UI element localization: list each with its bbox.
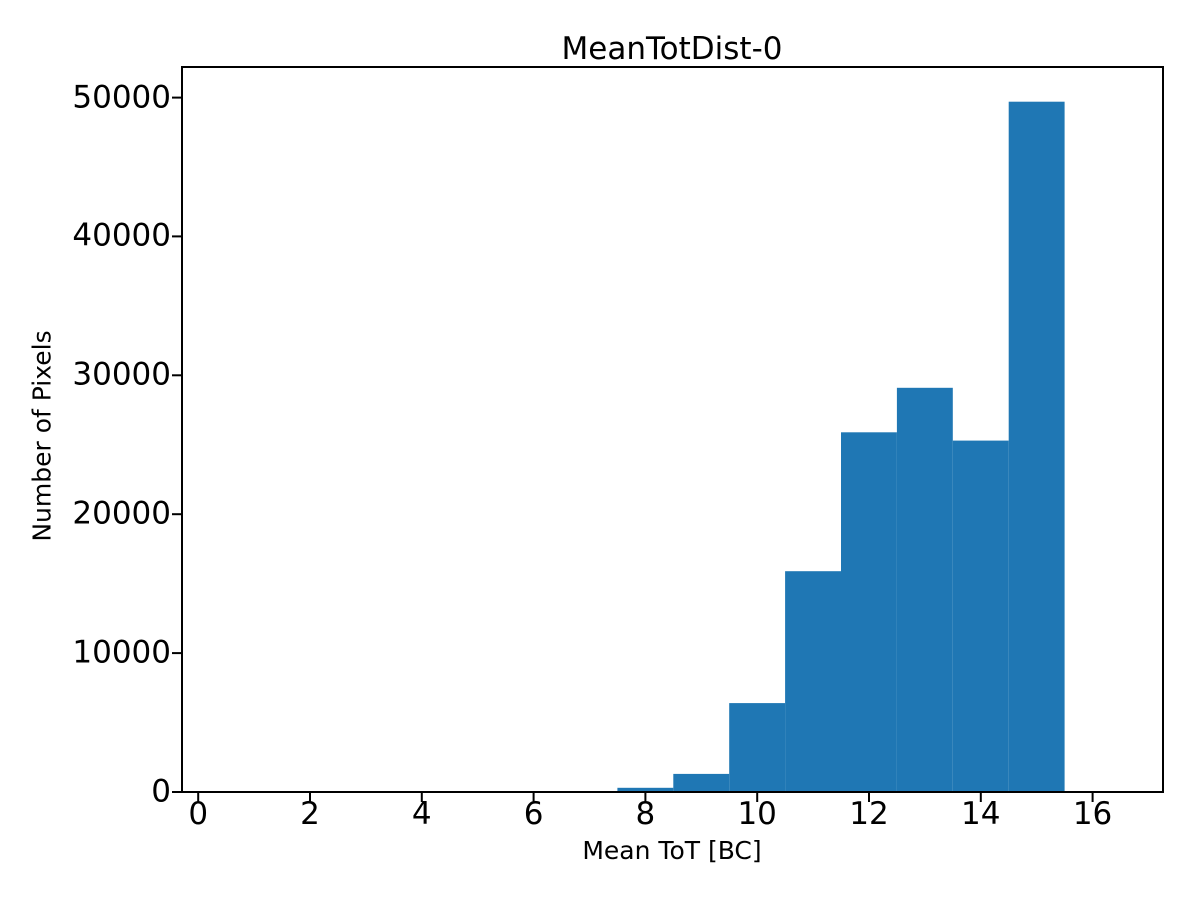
chart-title: MeanTotDist-0 [561,31,783,67]
x-tick-label: 14 [961,796,1001,832]
y-tick-label: 10000 [72,634,171,671]
x-tick-label: 4 [411,796,432,832]
y-tick-label: 30000 [72,356,171,393]
x-tick-label: 10 [737,796,777,832]
y-tick-label: 20000 [72,495,171,532]
y-tick-label: 40000 [72,217,171,254]
x-tick-label: 16 [1072,796,1113,832]
histogram-bar [673,773,730,792]
plot-border [181,66,1164,793]
histogram-bar [896,387,953,792]
x-tick-label: 12 [849,796,889,832]
x-tick-label: 2 [300,796,320,832]
y-axis-label: Number of Pixels [27,330,57,542]
histogram-bar [952,440,1009,792]
x-tick-label: 8 [635,796,656,832]
histogram-bar [841,432,897,792]
histogram-bar [1008,101,1065,792]
y-tick-label: 50000 [72,79,171,116]
x-axis-label: Mean ToT [BC] [582,836,762,865]
y-tick-label: 0 [151,773,171,810]
x-tick-label: 0 [188,796,209,832]
histogram-bar [617,787,674,792]
histogram-bar [729,703,786,792]
x-tick-label: 6 [523,796,544,832]
histogram-bar [785,571,841,792]
